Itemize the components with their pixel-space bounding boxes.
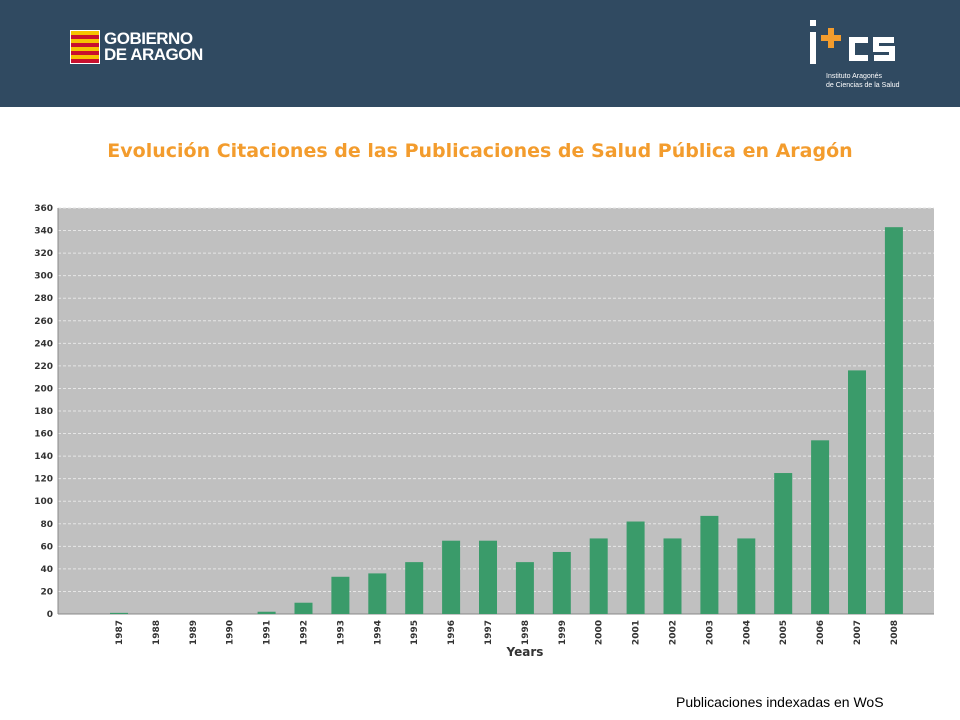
ics-subtitle-line1: Instituto Aragonés	[826, 73, 883, 80]
y-tick-label: 320	[34, 249, 53, 259]
x-tick-label: 1998	[521, 620, 531, 645]
y-tick-label: 40	[40, 565, 53, 575]
bar-2005	[774, 473, 793, 614]
bar-1996	[442, 540, 461, 614]
x-tick-label: 1990	[226, 620, 236, 645]
x-tick-label: 1999	[558, 620, 568, 645]
x-tick-label: 1995	[410, 620, 420, 645]
y-tick-label: 180	[34, 407, 53, 417]
x-tick-label: 1992	[300, 620, 310, 645]
bar-2007	[848, 370, 866, 614]
y-tick-label: 280	[34, 294, 53, 304]
x-tick-label: 2003	[705, 620, 715, 645]
ics-subtitle-line2: de Ciencias de la Salud	[826, 82, 900, 89]
y-tick-label: 80	[40, 520, 53, 530]
x-tick-label: 2008	[890, 620, 900, 645]
x-tick-label: 1993	[336, 620, 346, 645]
chart-title: Evolución Citaciones de las Publicacione…	[107, 140, 853, 162]
y-tick-label: 360	[34, 204, 53, 214]
y-tick-label: 200	[34, 384, 53, 394]
y-tick-label: 140	[34, 452, 53, 462]
x-tick-label: 2004	[742, 620, 752, 645]
x-tick-label: 2000	[595, 620, 605, 645]
x-tick-label: 1997	[484, 620, 494, 645]
bar-1987	[110, 612, 128, 614]
bar-2003	[700, 515, 719, 614]
x-tick-label: 1989	[189, 620, 199, 645]
y-tick-label: 0	[47, 610, 53, 620]
y-tick-label: 160	[34, 430, 53, 440]
y-tick-label: 120	[34, 475, 53, 485]
y-tick-label: 300	[34, 272, 53, 282]
ics-logo	[810, 20, 895, 64]
bar-1998	[515, 562, 534, 614]
bar-1995	[405, 562, 424, 614]
footer-note: Publicaciones indexadas en WoS	[676, 694, 884, 710]
gobierno-aragon-logo: GOBIERNO DE ARAGON	[70, 30, 203, 64]
bar-1991	[257, 611, 276, 614]
y-tick-label: 220	[34, 362, 53, 372]
bar-1993	[331, 576, 350, 614]
x-tick-label: 2005	[779, 620, 789, 645]
y-tick-label: 240	[34, 339, 53, 349]
bar-2000	[589, 538, 608, 614]
x-tick-label: 2006	[816, 620, 826, 645]
x-tick-label: 2001	[632, 620, 642, 645]
x-tick-label: 1996	[447, 620, 457, 645]
header-banner: GOBIERNO DE ARAGON Instituto Aragonés de…	[0, 0, 960, 107]
x-axis-label: Years	[506, 645, 544, 659]
bar-2006	[811, 440, 830, 614]
x-tick-label: 1991	[263, 620, 273, 645]
y-tick-label: 100	[34, 497, 53, 507]
x-tick-label: 2002	[669, 620, 679, 645]
bar-1999	[552, 551, 571, 614]
bar-1997	[479, 540, 497, 614]
x-tick-label: 1994	[373, 620, 383, 645]
bar-2001	[626, 521, 645, 614]
y-tick-label: 260	[34, 317, 53, 327]
gobierno-logo-line1: GOBIERNO	[104, 29, 193, 48]
bar-2004	[737, 538, 756, 614]
y-tick-label: 340	[34, 227, 53, 237]
citations-bar-chart: 0 20 40 60 80 100 120 140 160 180 200 220 240 260 280 3…	[34, 204, 934, 659]
bar-2008	[884, 227, 903, 614]
y-tick-label: 60	[40, 542, 53, 552]
ics-subtitle: Instituto Aragonés de Ciencias de la Sal…	[826, 72, 900, 90]
gobierno-logo-line2: DE ARAGON	[104, 45, 203, 64]
aragon-flag-icon	[70, 30, 100, 64]
gobierno-logo-text: GOBIERNO DE ARAGON	[104, 29, 203, 64]
bar-1992	[294, 602, 313, 614]
y-tick-label: 20	[40, 587, 53, 597]
x-tick-label: 1988	[152, 620, 162, 645]
x-tick-label: 1987	[115, 620, 125, 645]
x-tick-label: 2007	[853, 620, 863, 645]
bar-2002	[663, 538, 682, 614]
bar-1994	[368, 573, 387, 614]
